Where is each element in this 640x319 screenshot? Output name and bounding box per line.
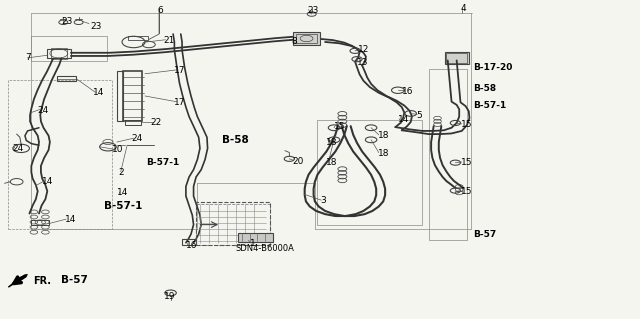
Text: B-17-20: B-17-20 xyxy=(473,63,513,72)
Text: 22: 22 xyxy=(151,118,162,128)
Text: 18: 18 xyxy=(378,131,389,140)
Text: 18: 18 xyxy=(326,137,338,146)
Bar xyxy=(182,239,196,245)
Bar xyxy=(124,70,143,122)
Text: 23: 23 xyxy=(90,22,102,31)
Bar xyxy=(57,76,76,81)
Text: 15: 15 xyxy=(334,122,346,131)
Text: B-57-1: B-57-1 xyxy=(104,201,143,211)
Text: 14: 14 xyxy=(398,115,410,124)
Bar xyxy=(429,69,467,241)
Text: 15: 15 xyxy=(461,120,472,129)
Text: 16: 16 xyxy=(186,241,197,250)
Text: B-58: B-58 xyxy=(473,84,497,93)
Text: 15: 15 xyxy=(461,187,472,196)
Text: 14: 14 xyxy=(93,88,105,97)
Text: 4: 4 xyxy=(461,4,466,13)
Bar xyxy=(47,49,71,58)
Text: 1: 1 xyxy=(250,239,255,248)
Text: 10: 10 xyxy=(113,145,124,154)
Text: 20: 20 xyxy=(292,157,303,166)
Text: 7: 7 xyxy=(25,53,31,62)
Text: 24: 24 xyxy=(132,134,143,143)
Bar xyxy=(125,120,141,124)
Text: B-57: B-57 xyxy=(61,275,88,285)
Bar xyxy=(196,204,269,245)
Text: 23: 23 xyxy=(61,17,73,26)
Text: B-57-1: B-57-1 xyxy=(473,101,506,110)
Text: 14: 14 xyxy=(65,215,76,224)
Bar xyxy=(445,52,468,64)
Text: B-57-1: B-57-1 xyxy=(147,158,180,167)
Text: 24: 24 xyxy=(12,144,24,153)
Text: B-58: B-58 xyxy=(222,136,249,145)
Text: 17: 17 xyxy=(174,66,186,75)
Text: 12: 12 xyxy=(358,45,370,55)
Bar xyxy=(117,70,124,122)
Text: 14: 14 xyxy=(117,188,128,197)
Bar xyxy=(31,220,49,225)
Bar xyxy=(31,36,107,61)
Bar xyxy=(293,33,320,45)
Bar xyxy=(447,53,467,63)
Text: 19: 19 xyxy=(164,292,175,300)
Bar xyxy=(129,36,148,41)
Text: 6: 6 xyxy=(157,6,163,15)
Text: 3: 3 xyxy=(320,196,326,205)
Bar xyxy=(317,120,422,225)
Text: 17: 17 xyxy=(174,98,186,107)
Bar xyxy=(296,34,317,43)
Text: 18: 18 xyxy=(378,149,389,158)
Bar xyxy=(51,48,67,59)
Text: 13: 13 xyxy=(357,58,369,67)
Bar xyxy=(196,202,269,245)
Polygon shape xyxy=(8,274,28,287)
Bar xyxy=(238,233,273,242)
Text: 24: 24 xyxy=(38,106,49,115)
Text: 18: 18 xyxy=(326,158,338,167)
Text: 16: 16 xyxy=(402,87,413,96)
Text: 23: 23 xyxy=(307,6,319,15)
Text: 8: 8 xyxy=(291,38,297,47)
Text: 2: 2 xyxy=(119,168,124,177)
Text: SDN4-B6000A: SDN4-B6000A xyxy=(236,244,294,253)
Text: FR.: FR. xyxy=(33,276,51,286)
Text: 21: 21 xyxy=(164,36,175,45)
Text: 15: 15 xyxy=(461,158,472,167)
Bar xyxy=(8,80,112,229)
Text: 5: 5 xyxy=(416,111,422,120)
Text: B-57: B-57 xyxy=(473,230,497,239)
Text: 14: 14 xyxy=(42,177,54,186)
